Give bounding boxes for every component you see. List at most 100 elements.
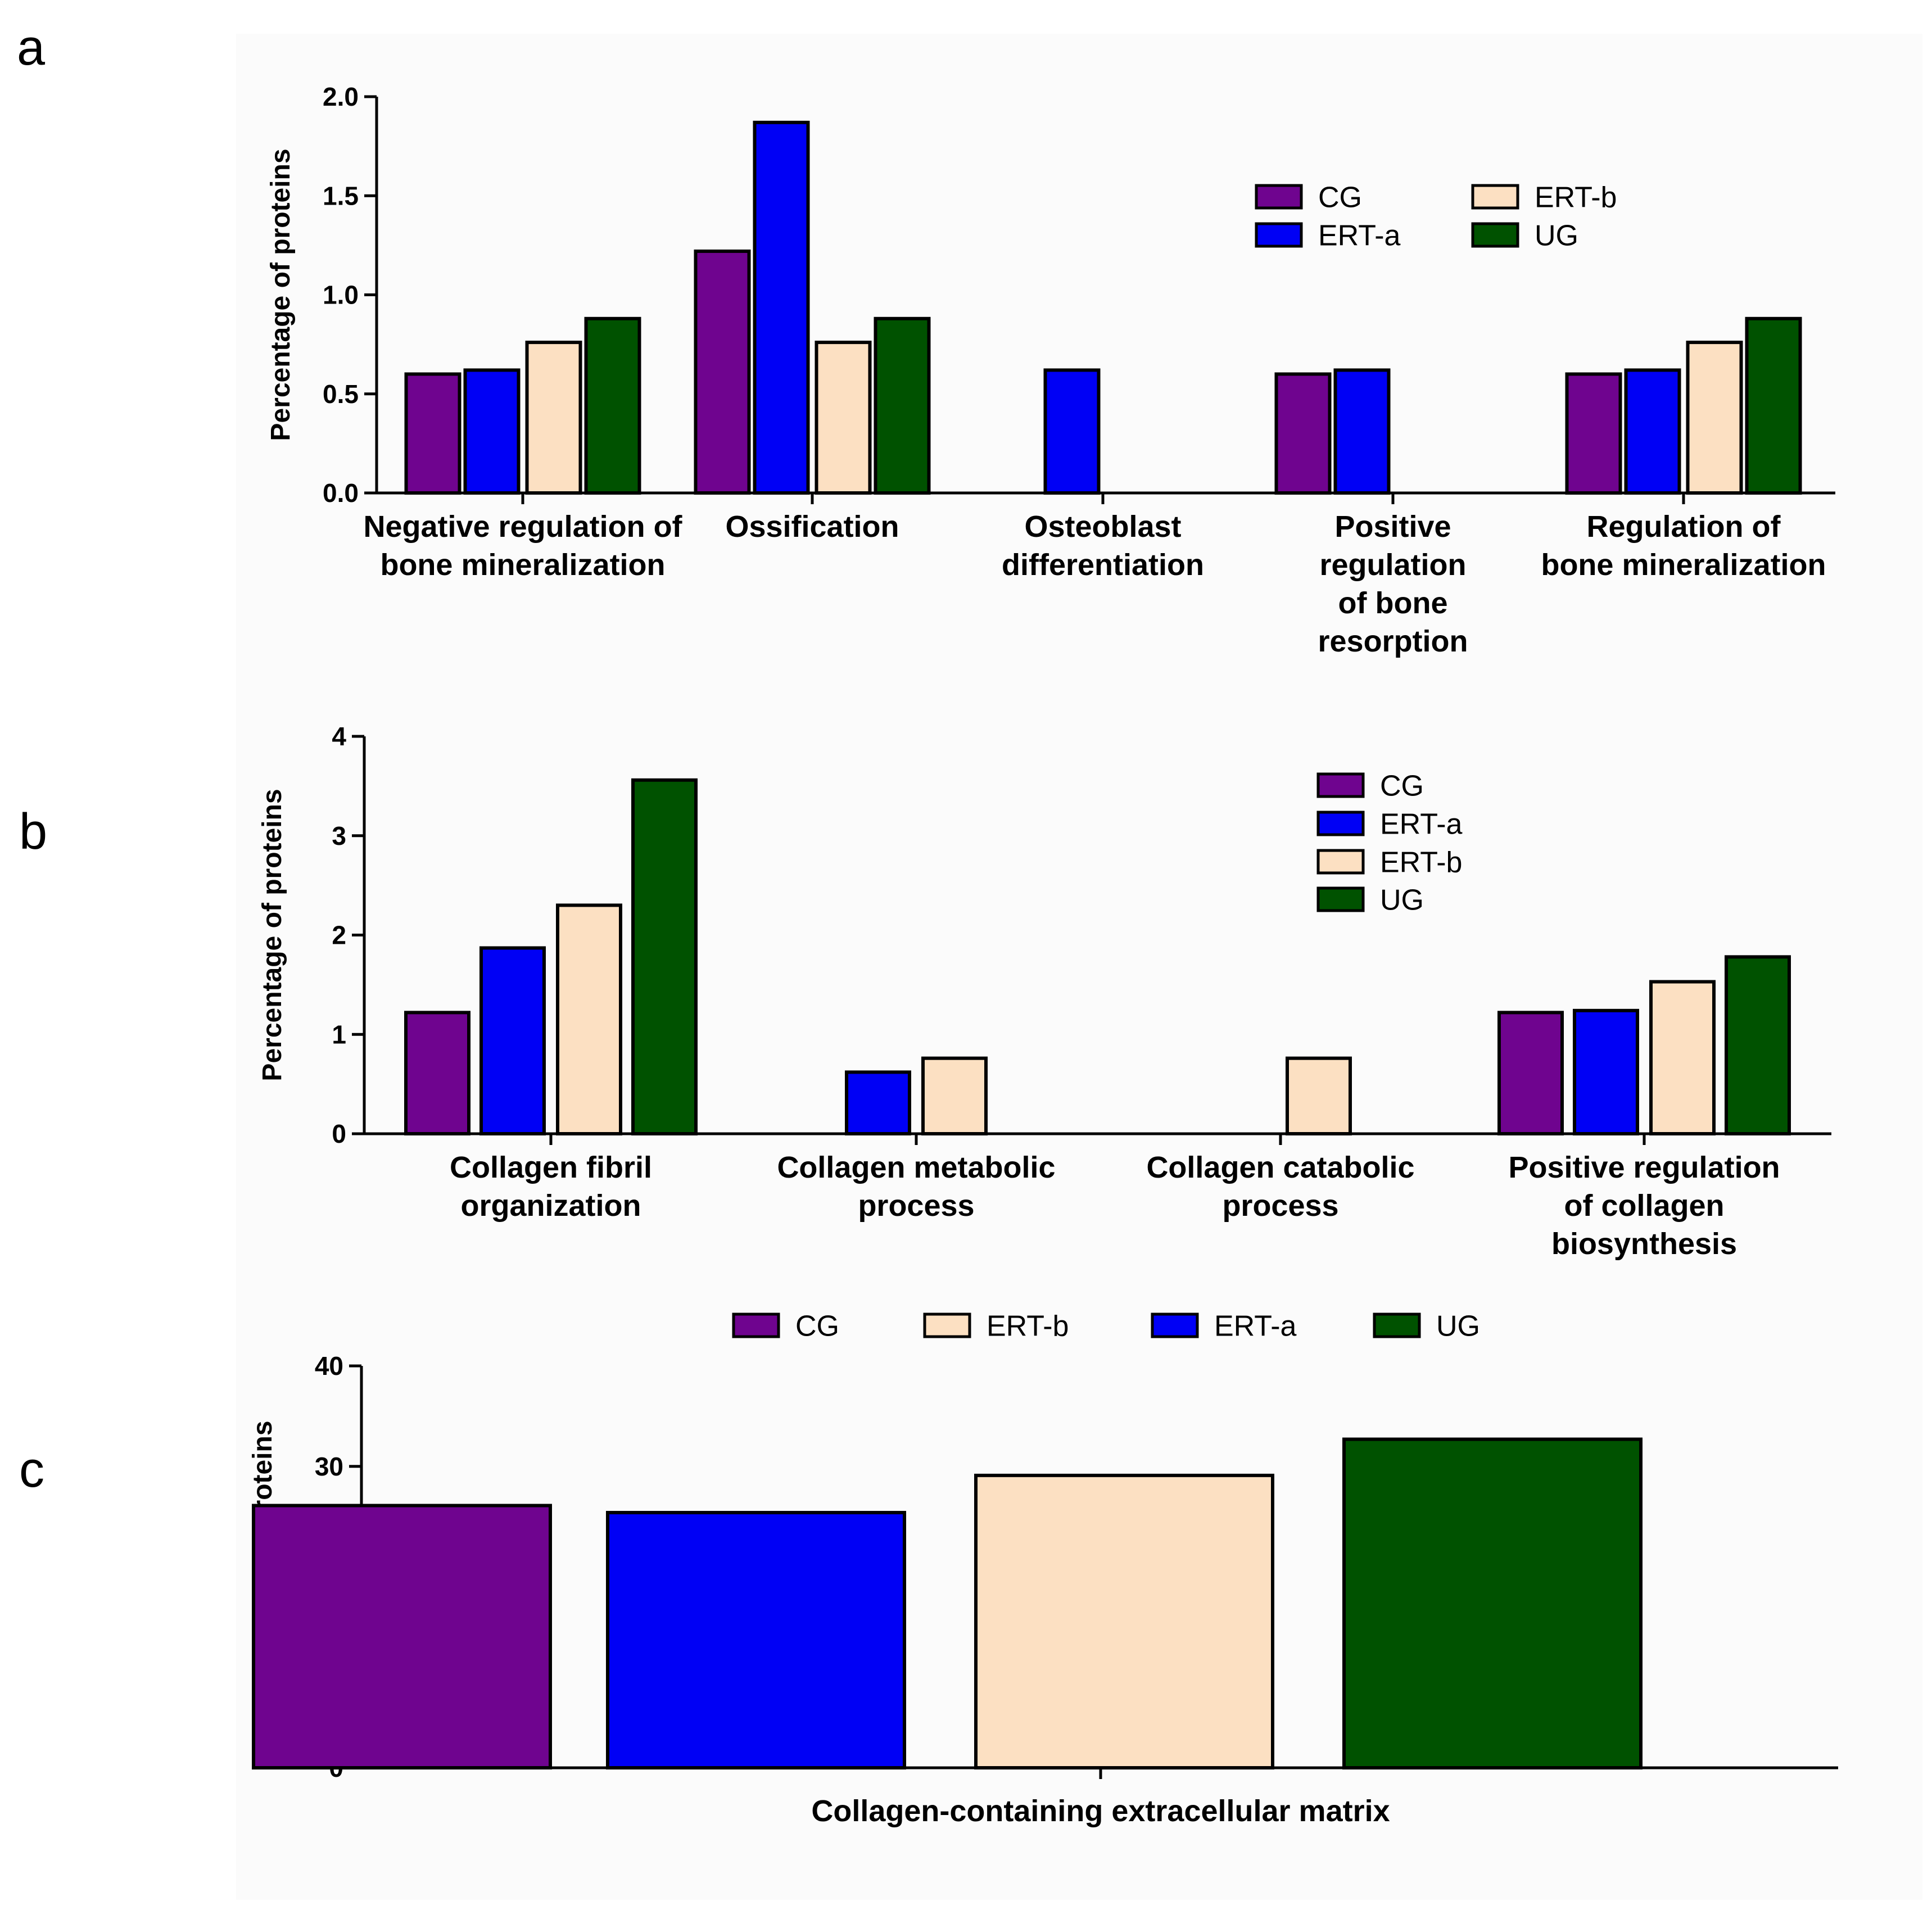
- bar-b-ert-a-3: [1573, 1008, 1639, 1135]
- chart-panel-c: 010203040Percentage of proteinsCollagen-…: [248, 1310, 1838, 1828]
- panel-letter-b: b: [19, 804, 48, 860]
- chart-panel-a: 0.0 0.5 1.0 1.5 2.0 Percentage of proteins Neg…: [266, 82, 1835, 658]
- bar-b-ert-a-1: [845, 1070, 911, 1136]
- bar-b-ug-0: [631, 778, 698, 1135]
- y-tick-label-b: 2: [332, 921, 346, 950]
- bar-a-ert-a-1: [753, 120, 810, 495]
- legend-label-a-ert-b: ERT-b: [1535, 182, 1617, 214]
- y-tick-label-a: 1.5: [323, 181, 359, 210]
- x-category-label-a: Positive: [1334, 510, 1451, 544]
- legend-label-a-ug: UG: [1535, 220, 1578, 252]
- legend-swatch-c-ert-a: [1151, 1312, 1199, 1338]
- bars-c: [252, 1437, 1643, 1770]
- bar-b-cg-0: [404, 1011, 470, 1135]
- bar-a-ug-4: [1745, 316, 1802, 495]
- x-category-label-b: organization: [461, 1189, 641, 1223]
- legend-label-b-ert-b: ERT-b: [1380, 847, 1462, 879]
- x-category-label-a: bone mineralization: [1541, 548, 1826, 582]
- x-category-label-a: Negative regulation of: [363, 510, 682, 544]
- y-tick-label-c: 30: [315, 1452, 343, 1481]
- bar-a-cg-4: [1565, 372, 1622, 495]
- bar-b-ert-b-1: [921, 1056, 988, 1136]
- legend-c: CG ERT-b ERT-a UG: [732, 1310, 1480, 1343]
- chart-panel-b: 0 1 2 3 4 Percentage of proteins Collagen fibr…: [257, 722, 1831, 1261]
- x-category-label-a: differentiation: [1002, 548, 1204, 582]
- bar-a-ert-a-2: [1043, 368, 1101, 495]
- x-category-label-b: of collagen: [1564, 1189, 1724, 1223]
- bar-b-ert-b-3: [1649, 980, 1716, 1135]
- legend-label-b-cg: CG: [1380, 770, 1424, 803]
- x-category-label-b: Collagen catabolic: [1146, 1151, 1414, 1184]
- legend-label-c-ug: UG: [1436, 1310, 1480, 1343]
- y-tick-label-b: 3: [332, 821, 346, 850]
- bar-a-ert-b-1: [815, 341, 872, 495]
- bar-b-ert-a-0: [479, 946, 546, 1136]
- panel-letter-a: a: [17, 20, 46, 76]
- x-category-label-b: Collagen fibril: [450, 1151, 652, 1184]
- bar-a-ert-b-4: [1686, 341, 1743, 495]
- legend-label-c-ert-a: ERT-a: [1214, 1310, 1297, 1343]
- panel-letter-c: c: [19, 1442, 44, 1498]
- y-tick-label-a: 0.0: [323, 478, 359, 508]
- bar-a-ug-0: [584, 316, 641, 495]
- y-axis-label-b: Percentage of proteins: [257, 789, 287, 1081]
- x-category-label-b: Collagen metabolic: [777, 1151, 1055, 1184]
- bar-c-ug-0: [1342, 1437, 1643, 1770]
- bar-c-cg-0: [252, 1504, 552, 1769]
- legend-label-a-ert-a: ERT-a: [1318, 220, 1401, 252]
- y-tick-label-b: 1: [332, 1020, 346, 1049]
- x-category-label-a: Regulation of: [1587, 510, 1781, 544]
- legend-swatch-a-ert-a: [1255, 222, 1303, 248]
- legend-swatch-b-ert-a: [1316, 811, 1365, 836]
- x-category-label-a: resorption: [1318, 624, 1468, 658]
- legend-swatch-a-cg: [1255, 184, 1303, 210]
- legend-a: CG ERT-b ERT-a UG: [1255, 182, 1617, 252]
- legend-swatch-b-cg: [1316, 772, 1365, 798]
- bar-b-ug-3: [1725, 955, 1791, 1135]
- legend-label-a-cg: CG: [1318, 182, 1362, 214]
- bar-b-ert-b-2: [1286, 1056, 1352, 1136]
- y-tick-label-a: 1.0: [323, 280, 359, 310]
- bar-c-ert-b-0: [974, 1473, 1274, 1769]
- x-axis-label-c: Collagen-containing extracellular matrix: [811, 1794, 1390, 1828]
- bar-a-ert-a-0: [463, 368, 521, 495]
- y-axis-label-a: Percentage of proteins: [266, 148, 296, 441]
- legend-label-c-cg: CG: [795, 1310, 839, 1343]
- legend-label-c-ert-b: ERT-b: [987, 1310, 1069, 1343]
- bar-b-cg-3: [1497, 1011, 1564, 1135]
- bar-a-cg-3: [1274, 372, 1332, 495]
- legend-label-b-ert-a: ERT-a: [1380, 808, 1463, 841]
- bar-a-ert-a-4: [1624, 368, 1681, 495]
- bars-a: [404, 120, 1802, 495]
- x-category-label-b: process: [858, 1189, 974, 1223]
- x-category-label-b: process: [1222, 1189, 1338, 1223]
- bar-a-ert-a-3: [1333, 368, 1391, 495]
- y-tick-label-a: 0.5: [323, 379, 359, 409]
- bar-a-ug-1: [874, 316, 931, 495]
- y-tick-label-b: 0: [332, 1119, 346, 1148]
- legend-swatch-b-ert-b: [1316, 849, 1365, 875]
- x-category-label-a: regulation: [1319, 548, 1466, 582]
- x-category-label-a: of bone: [1338, 586, 1448, 620]
- x-category-label-b: Positive regulation: [1508, 1151, 1780, 1184]
- legend-label-b-ug: UG: [1380, 884, 1424, 917]
- legend-swatch-c-ert-b: [923, 1312, 971, 1338]
- x-category-label-a: Ossification: [725, 510, 899, 544]
- legend-swatch-c-cg: [732, 1312, 780, 1338]
- bar-c-ert-a-0: [606, 1510, 906, 1770]
- legend-b: CG ERT-a ERT-b UG: [1316, 770, 1463, 917]
- x-category-label-a: bone mineralization: [380, 548, 665, 582]
- x-category-label-a: Osteoblast: [1024, 510, 1181, 544]
- bar-b-ert-b-0: [556, 903, 622, 1135]
- bar-a-cg-0: [404, 372, 461, 495]
- legend-swatch-a-ert-b: [1471, 184, 1519, 210]
- legend-swatch-a-ug: [1471, 222, 1519, 248]
- y-tick-label-c: 40: [315, 1351, 343, 1381]
- y-tick-label-b: 4: [332, 722, 346, 751]
- legend-swatch-b-ug: [1316, 886, 1365, 912]
- legend-swatch-c-ug: [1373, 1312, 1421, 1338]
- bar-a-cg-1: [694, 249, 751, 495]
- y-tick-label-a: 2.0: [323, 82, 359, 111]
